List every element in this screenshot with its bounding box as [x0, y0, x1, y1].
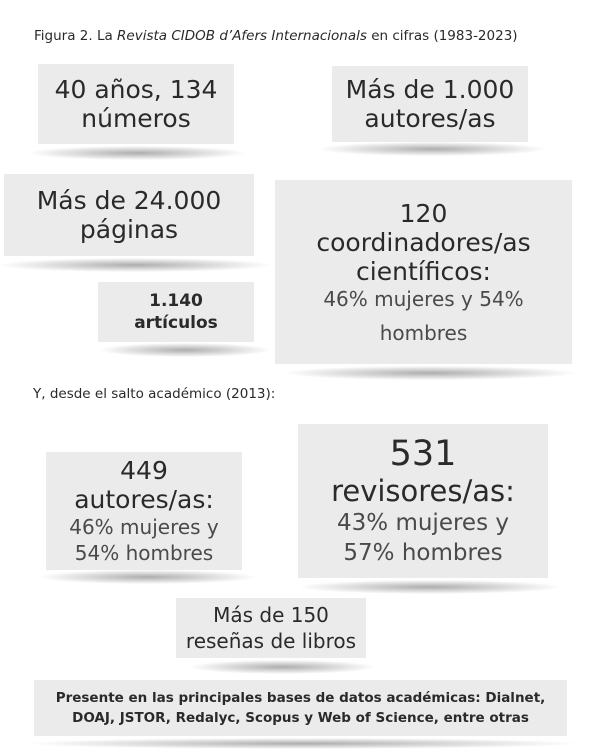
shadow-reviewers	[300, 580, 560, 594]
figure-caption: Figura 2. La Revista CIDOB d’Afers Inter…	[34, 28, 594, 44]
stat-reviewers-label: revisores/as:	[331, 474, 515, 508]
caption-prefix: Figura 2. La	[34, 28, 118, 44]
stat-academic-authors-label: autores/as:	[74, 485, 214, 514]
databases-banner: Presente en las principales bases de dat…	[34, 680, 567, 736]
shadow-years	[30, 146, 245, 160]
stat-box-coordinators: 120 coordinadores/as científicos: 46% mu…	[275, 180, 572, 364]
stat-authors-total-line1: Más de 1.000	[345, 75, 515, 104]
stat-coordinators-line3: científicos:	[356, 256, 491, 286]
stat-reviews-line1: Más de 150	[213, 603, 329, 627]
stat-coordinators-men: hombres	[379, 320, 468, 345]
stat-academic-authors-number: 449	[120, 456, 168, 485]
stat-reviewers-women: 43% mujeres y	[337, 510, 509, 536]
stat-pages-line1: Más de 24.000	[36, 186, 222, 215]
stat-box-academic-authors: 449 autores/as: 46% mujeres y 54% hombre…	[46, 452, 242, 570]
stat-academic-authors-women: 46% mujeres y	[69, 515, 219, 539]
databases-line1: Presente en las principales bases de dat…	[55, 690, 546, 706]
shadow-academic-authors	[40, 570, 255, 584]
shadow-articles	[100, 343, 270, 357]
stat-box-reviews: Más de 150 reseñas de libros	[176, 598, 366, 658]
stat-articles-number: 1.140	[149, 291, 203, 311]
stat-box-reviewers: 531 revisores/as: 43% mujeres y 57% homb…	[298, 424, 548, 578]
stat-academic-authors-men: 54% hombres	[74, 541, 214, 565]
shadow-reviews	[190, 660, 375, 674]
shadow-coordinators	[285, 366, 575, 380]
since-note: Y, desde el salto académico (2013):	[33, 386, 276, 402]
stat-years-line1: 40 años, 134	[54, 75, 218, 104]
stat-pages-line2: páginas	[79, 215, 179, 244]
stat-reviewers-men: 57% hombres	[343, 540, 503, 566]
stat-box-authors-total: Más de 1.000 autores/as	[332, 66, 528, 142]
shadow-footer	[30, 738, 575, 749]
stat-coordinators-line2: coordinadores/as	[316, 227, 531, 257]
databases-line2: DOAJ, JSTOR, Redalyc, Scopus y Web of Sc…	[72, 710, 529, 726]
stat-authors-total-line2: autores/as	[364, 104, 496, 133]
stat-reviewers-number: 531	[389, 434, 457, 474]
stat-box-years: 40 años, 134 números	[38, 64, 234, 144]
caption-suffix: en cifras (1983-2023)	[366, 28, 518, 44]
stat-box-articles: 1.140 artículos	[98, 282, 254, 342]
shadow-pages	[0, 258, 270, 272]
stat-box-pages: Más de 24.000 páginas	[4, 174, 254, 256]
shadow-authors-total	[320, 142, 545, 156]
stat-reviews-line2: reseñas de libros	[185, 629, 357, 653]
caption-journal-title: Revista CIDOB d’Afers Internacionals	[117, 28, 367, 44]
stat-coordinators-number: 120	[399, 198, 448, 228]
stat-articles-label: artículos	[134, 313, 218, 333]
stat-years-line2: números	[81, 104, 191, 133]
stat-coordinators-women: 46% mujeres y 54%	[323, 286, 524, 311]
